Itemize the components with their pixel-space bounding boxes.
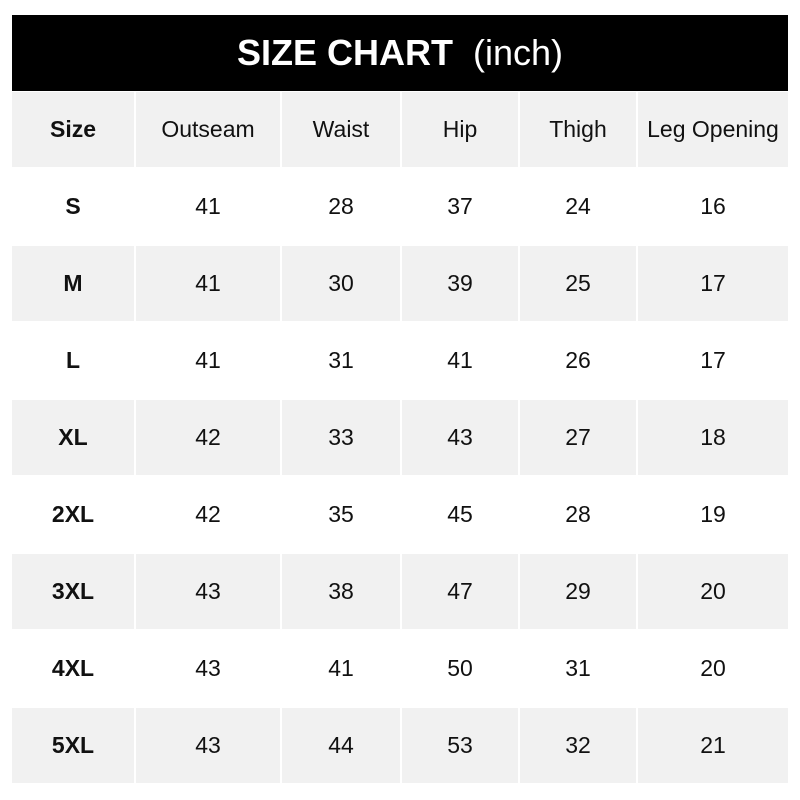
column-header: Size (12, 92, 134, 167)
size-label: S (65, 193, 81, 219)
size-chart-title: SIZE CHART (inch) (12, 15, 788, 91)
table-cell: 32 (520, 708, 636, 783)
table-cell: 43 (136, 554, 280, 629)
table-cell: 42 (195, 501, 221, 527)
table-cell: 19 (700, 501, 726, 527)
table-cell: 41 (136, 246, 280, 321)
table-cell: 30 (282, 246, 400, 321)
size-table: Size Outseam Waist Hip Thigh Leg Opening S 41 28… (12, 92, 788, 783)
table-cell: 47 (402, 554, 518, 629)
size-label: 2XL (51, 501, 95, 527)
column-header: Waist (282, 92, 400, 167)
table-cell: 17 (638, 246, 788, 321)
table-cell: 42 (136, 400, 280, 475)
column-header: Leg Opening (638, 92, 788, 167)
table-cell: 38 (282, 554, 400, 629)
table-cell: 28 (565, 501, 591, 527)
table-cell: 29 (520, 554, 636, 629)
size-label: 4XL (51, 655, 95, 681)
table-cell: 41 (328, 655, 354, 681)
table-cell: 28 (328, 193, 354, 219)
table-cell: 20 (638, 554, 788, 629)
table-cell: 17 (700, 347, 726, 373)
size-label: M (12, 246, 134, 321)
table-cell: 21 (638, 708, 788, 783)
title-unit: (inch) (472, 32, 564, 73)
table-cell: 31 (328, 347, 354, 373)
table-cell: 27 (520, 400, 636, 475)
table-cell: 26 (565, 347, 591, 373)
table-cell: 18 (638, 400, 788, 475)
table-cell: 45 (447, 501, 473, 527)
table-cell: 31 (565, 655, 591, 681)
column-header: Outseam (136, 92, 280, 167)
column-header: Thigh (520, 92, 636, 167)
column-header: Hip (402, 92, 518, 167)
table-cell: 41 (195, 347, 221, 373)
table-cell: 44 (282, 708, 400, 783)
table-cell: 24 (565, 193, 591, 219)
size-label: L (65, 347, 81, 373)
table-cell: 43 (402, 400, 518, 475)
table-cell: 39 (402, 246, 518, 321)
table-cell: 50 (447, 655, 473, 681)
table-cell: 25 (520, 246, 636, 321)
table-cell: 37 (447, 193, 473, 219)
table-cell: 20 (700, 655, 726, 681)
size-label: XL (12, 400, 134, 475)
title-main: SIZE CHART (236, 32, 453, 73)
table-cell: 16 (700, 193, 726, 219)
size-label: 5XL (12, 708, 134, 783)
table-cell: 43 (136, 708, 280, 783)
table-cell: 35 (328, 501, 354, 527)
table-cell: 41 (447, 347, 473, 373)
table-cell: 33 (282, 400, 400, 475)
size-label: 3XL (12, 554, 134, 629)
table-cell: 53 (402, 708, 518, 783)
table-cell: 41 (195, 193, 221, 219)
table-cell: 43 (195, 655, 221, 681)
